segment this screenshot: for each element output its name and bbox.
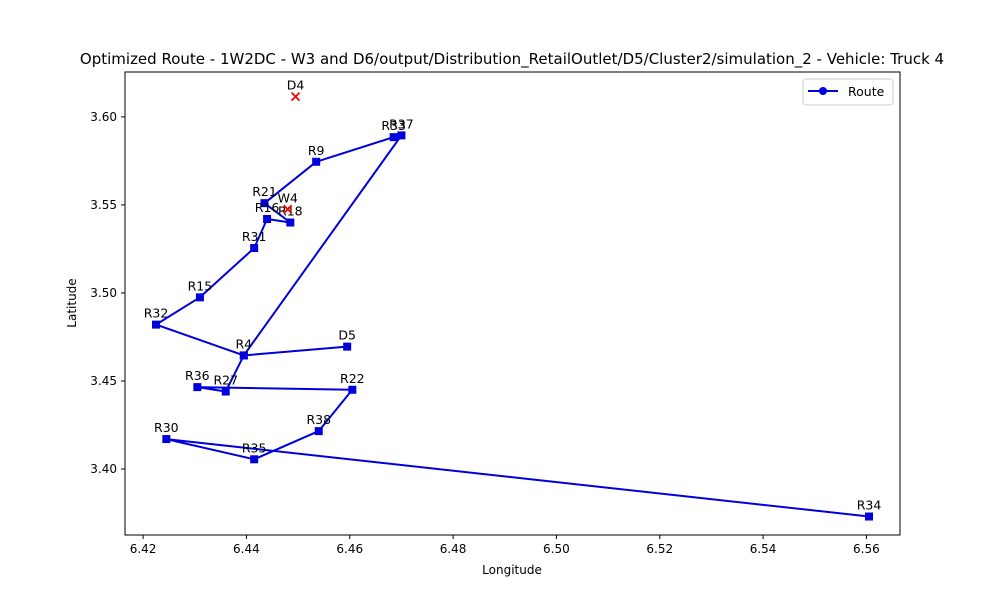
plot-frame — [124, 71, 901, 536]
point-label: R32 — [144, 306, 169, 321]
point-label: R15 — [188, 278, 213, 293]
route-point — [286, 218, 295, 227]
route-point — [250, 244, 259, 253]
point-label: R33 — [381, 118, 406, 133]
point-label: D5 — [338, 328, 356, 343]
route-point — [250, 455, 259, 464]
point-label: R30 — [154, 420, 179, 435]
route-point — [193, 383, 202, 392]
point-label: R35 — [242, 440, 267, 455]
y-tick-label: 3.45 — [90, 374, 117, 388]
point-label: R27 — [213, 373, 238, 388]
y-tick-label: 3.50 — [90, 286, 117, 300]
route-point — [152, 320, 160, 329]
point-label: R4 — [236, 336, 253, 351]
point-label: R16 — [255, 200, 280, 215]
route-point — [865, 512, 873, 521]
route-point — [389, 133, 398, 142]
point-label: R9 — [308, 143, 325, 158]
depot-marker — [290, 92, 301, 102]
x-axis-label: Longitude — [482, 563, 542, 577]
x-tick-label: 6.48 — [440, 542, 467, 556]
x-tick-label: 6.42 — [130, 542, 157, 556]
point-label: R22 — [340, 371, 365, 386]
point-label: R21 — [252, 184, 277, 199]
route-point — [397, 131, 406, 140]
y-tick-label: 3.55 — [90, 198, 117, 212]
depot-marker — [283, 204, 293, 214]
legend-marker — [819, 87, 827, 95]
y-tick-label: 3.40 — [90, 462, 117, 476]
route-point — [263, 214, 272, 223]
route-point — [348, 385, 357, 394]
x-tick-label: 6.50 — [543, 542, 570, 556]
depot-label: D4 — [287, 78, 305, 93]
route-point — [343, 342, 352, 351]
route-point — [260, 199, 269, 208]
y-axis-label: Latitude — [65, 278, 79, 327]
depot-label: W4 — [278, 190, 298, 205]
x-tick-label: 6.52 — [646, 542, 673, 556]
legend-box — [802, 78, 894, 106]
route-point — [312, 157, 321, 166]
point-label: R34 — [857, 498, 882, 513]
route-point — [221, 387, 230, 396]
point-label: R36 — [185, 368, 210, 383]
x-tick-label: 6.54 — [750, 542, 777, 556]
legend: Route — [802, 78, 894, 106]
point-label: R37 — [389, 116, 414, 131]
point-label: R31 — [242, 229, 267, 244]
point-label: R38 — [306, 412, 331, 427]
route-point — [195, 293, 204, 302]
route-point — [239, 351, 248, 360]
x-tick-label: 6.44 — [233, 542, 260, 556]
x-tick-label: 6.46 — [336, 542, 363, 556]
route-point — [162, 435, 171, 444]
route-point — [314, 427, 323, 436]
x-tick-label: 6.56 — [853, 542, 880, 556]
chart-title: Optimized Route - 1W2DC - W3 and D6/outp… — [80, 50, 944, 69]
y-tick-label: 3.60 — [90, 110, 117, 124]
legend-entry-route: Route — [848, 84, 885, 99]
